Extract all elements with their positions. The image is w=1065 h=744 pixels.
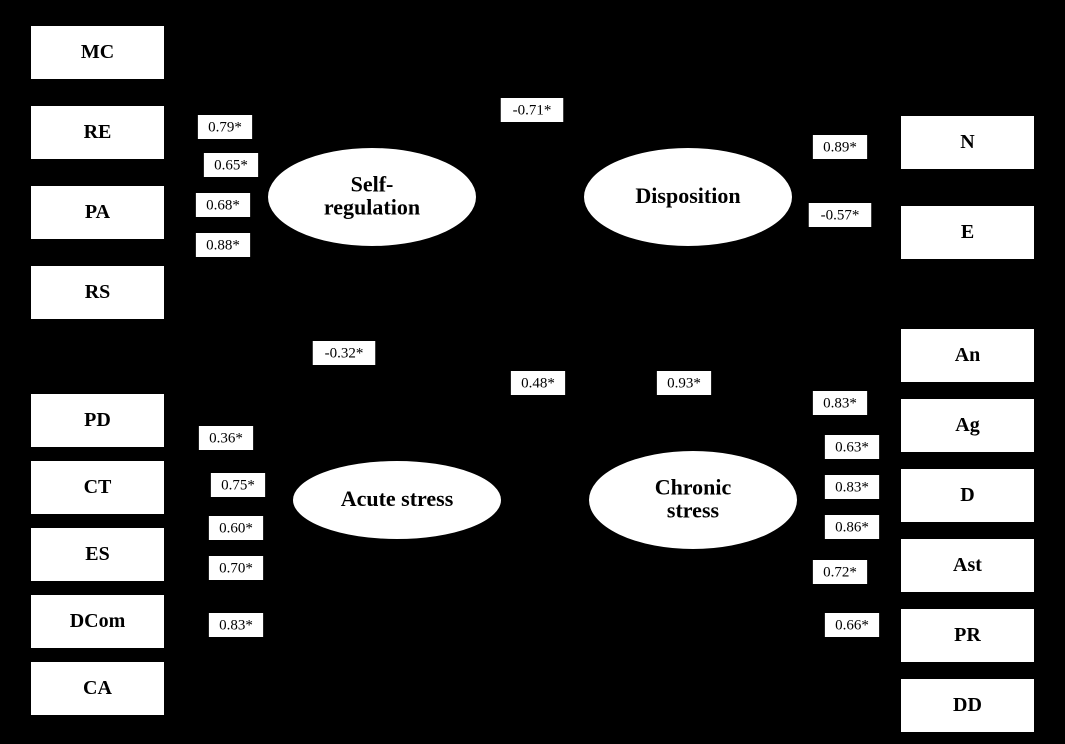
indicator-label-Ag: Ag [955,414,979,436]
indicator-label-DD: DD [953,694,982,716]
indicator-label-RS: RS [85,281,111,303]
indicator-label-N: N [960,131,975,153]
indicator-label-An: An [955,344,981,366]
edge-Disp-Acute [455,240,640,468]
edge-label-SelfReg-PA: 0.68* [206,197,240,213]
latent-label-Chronic: Chronic [655,474,732,499]
edge-label-Disp-Acute: 0.48* [521,375,555,391]
edge-label-Chronic-D: 0.83* [835,479,869,495]
indicator-label-CA: CA [83,677,112,699]
edge-SelfReg-Acute [375,247,395,460]
edge-label-Acute-CT: 0.75* [221,477,255,493]
indicator-label-CT: CT [84,476,112,498]
latent-label-Chronic: stress [667,498,720,523]
edge-label-Chronic-An: 0.83* [823,395,857,411]
indicator-label-RE: RE [84,121,112,143]
edge-label-Disp-E: -0.57* [821,207,860,223]
indicator-label-DCom: DCom [70,610,126,632]
edge-label-cov-0: -0.71* [513,102,552,118]
latent-label-SelfReg: Self- [351,171,394,196]
indicator-label-E: E [961,221,974,243]
latent-label-Disp: Disposition [635,183,740,208]
edge-label-Chronic-Ag: 0.63* [835,439,869,455]
indicator-label-PD: PD [84,409,111,431]
edge-label-Disp-N: 0.89* [823,139,857,155]
edge-label-SelfReg-RE: 0.65* [214,157,248,173]
indicator-label-ES: ES [85,543,109,565]
latent-label-SelfReg: regulation [324,195,420,220]
edge-label-SelfReg-Acute: -0.32* [325,345,364,361]
edge-label-Acute-CA: 0.83* [219,617,253,633]
edge-label-Acute-PD: 0.36* [209,430,243,446]
edge-label-Acute-ES: 0.60* [219,520,253,536]
indicator-label-MC: MC [81,41,114,63]
edge-label-SelfReg-MC: 0.79* [208,119,242,135]
indicator-label-D: D [960,484,974,506]
edge-label-Acute-DCom: 0.70* [219,560,253,576]
edge-label-SelfReg-RS: 0.88* [206,237,240,253]
edge-label-Chronic-Ast: 0.86* [835,519,869,535]
edge-label-Chronic-PR: 0.72* [823,564,857,580]
latent-label-Acute: Acute stress [341,486,454,511]
sem-path-diagram: MC RE PA RS PD CT ES DCom CA N E An Ag D Ast PR DD Self-r… [0,0,1065,744]
edge-label-Chronic-DD: 0.66* [835,617,869,633]
edge-label-Disp-Chronic: 0.93* [667,375,701,391]
indicator-label-Ast: Ast [953,554,982,576]
indicator-label-PR: PR [954,624,981,646]
edge-Disp-Chronic [690,247,692,450]
indicator-label-PA: PA [85,201,111,223]
